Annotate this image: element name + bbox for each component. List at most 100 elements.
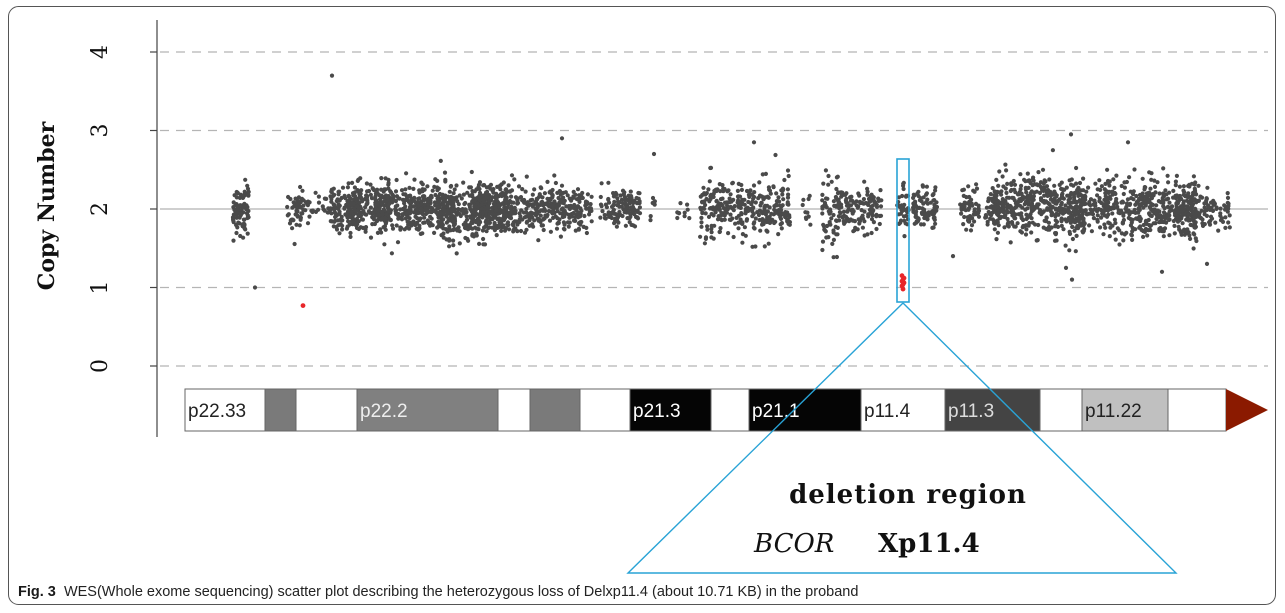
data-point <box>635 209 640 214</box>
data-point <box>358 195 363 200</box>
data-point <box>383 176 388 181</box>
data-point <box>363 229 368 234</box>
ideogram-band <box>1039 388 1083 432</box>
data-point <box>436 201 442 206</box>
data-point <box>879 198 884 203</box>
data-point <box>476 196 481 201</box>
data-point <box>728 192 733 197</box>
data-point <box>933 221 938 226</box>
data-point <box>336 223 341 228</box>
data-point <box>687 216 692 221</box>
data-point <box>869 192 874 197</box>
data-point <box>235 225 240 230</box>
data-point <box>1143 219 1148 224</box>
data-point <box>738 217 743 222</box>
outlier-point <box>559 136 565 141</box>
data-point <box>385 195 390 200</box>
data-point <box>1001 206 1006 211</box>
data-point <box>525 219 530 224</box>
data-point <box>490 217 495 222</box>
data-point <box>705 227 710 232</box>
data-point <box>734 215 739 220</box>
data-point <box>1015 221 1020 226</box>
data-point <box>1186 212 1191 217</box>
data-point <box>351 193 356 198</box>
data-point <box>959 211 964 216</box>
data-point <box>1156 199 1161 204</box>
ideogram-band <box>860 388 946 432</box>
data-point <box>729 199 734 204</box>
data-point <box>1110 211 1115 216</box>
data-point <box>1188 197 1194 202</box>
data-point <box>1029 230 1034 235</box>
deleted-point <box>300 303 306 308</box>
data-point <box>778 215 783 220</box>
y-tick-label: 3 <box>88 124 113 138</box>
data-point <box>469 169 474 175</box>
data-point <box>470 192 475 197</box>
data-point <box>728 212 733 217</box>
data-point <box>780 192 785 197</box>
data-point <box>536 238 541 243</box>
data-point <box>422 187 427 192</box>
data-point <box>916 189 921 194</box>
data-point <box>1192 225 1197 230</box>
data-point <box>504 213 509 218</box>
data-point <box>1218 211 1223 216</box>
data-point <box>478 220 483 225</box>
data-point <box>623 223 629 228</box>
data-point <box>1173 183 1178 188</box>
data-point <box>438 158 443 163</box>
data-point <box>1166 217 1172 222</box>
data-point <box>407 226 412 231</box>
data-point <box>785 202 790 207</box>
data-point <box>499 228 504 233</box>
data-point <box>389 251 394 256</box>
data-point <box>524 206 529 211</box>
data-point <box>1036 222 1041 228</box>
data-point <box>446 211 451 216</box>
data-point <box>621 207 626 212</box>
data-point <box>488 186 493 191</box>
data-point <box>403 187 408 192</box>
data-point <box>966 184 971 189</box>
data-point <box>457 193 462 198</box>
outlier-point <box>1069 277 1075 282</box>
data-point <box>352 185 357 190</box>
y-tick-label: 4 <box>88 45 113 59</box>
data-point <box>379 230 384 235</box>
data-point <box>307 214 312 219</box>
data-point <box>484 229 489 234</box>
data-point <box>773 211 778 216</box>
data-point <box>716 201 721 206</box>
data-point <box>702 241 708 246</box>
data-point <box>1045 227 1051 232</box>
data-point <box>1102 222 1107 227</box>
data-point <box>1151 193 1156 198</box>
data-point <box>376 212 381 217</box>
data-point <box>848 203 854 208</box>
data-point <box>1054 211 1059 217</box>
data-point <box>521 199 526 205</box>
data-point <box>583 199 589 204</box>
data-point <box>760 172 765 177</box>
data-point <box>360 225 365 230</box>
data-point <box>1000 202 1005 207</box>
data-point <box>1005 205 1010 210</box>
data-point <box>237 195 242 200</box>
data-point <box>408 193 413 198</box>
data-point <box>537 194 542 199</box>
data-point <box>447 197 453 202</box>
data-point <box>1165 173 1170 178</box>
data-point <box>292 241 297 247</box>
data-point <box>1161 210 1167 215</box>
data-point <box>861 197 867 202</box>
data-point <box>1016 212 1021 217</box>
data-point <box>928 200 933 205</box>
data-point <box>1049 225 1054 230</box>
data-point <box>967 194 972 200</box>
data-point <box>1171 188 1176 193</box>
deletion-highlight-box[interactable] <box>896 158 910 303</box>
data-point <box>840 190 845 195</box>
y-axis-ticks: 0 1 2 3 4 <box>88 45 157 373</box>
